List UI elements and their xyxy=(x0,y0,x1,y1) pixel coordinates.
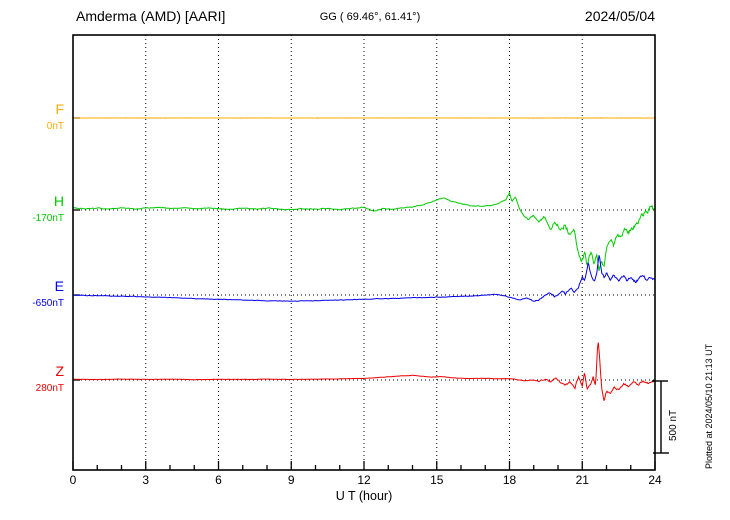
x-tick-label: 3 xyxy=(142,473,150,487)
component-baseline-H: -170nT xyxy=(32,213,64,224)
component-label-Z: Z xyxy=(55,363,64,379)
x-tick-label: 12 xyxy=(357,473,371,487)
trace-E xyxy=(72,255,656,302)
x-tick-label: 6 xyxy=(215,473,222,487)
component-label-H: H xyxy=(53,193,64,209)
station-title: Amderma (AMD) [AARI] xyxy=(76,8,226,24)
component-baseline-E: -650nT xyxy=(32,298,64,309)
component-label-E: E xyxy=(54,278,64,294)
x-tick-label: 24 xyxy=(648,473,662,487)
axis-frame xyxy=(72,34,656,471)
x-axis-label: U T (hour) xyxy=(335,489,393,503)
geographic-coordinates: GG ( 69.46°, 61.41°) xyxy=(319,11,421,23)
plot-date: 2024/05/04 xyxy=(584,8,655,24)
x-tick-label: 18 xyxy=(502,473,517,487)
x-tick-label: 15 xyxy=(430,473,444,487)
trace-H xyxy=(72,191,656,271)
component-baseline-Z: 280nT xyxy=(35,383,64,394)
scale-bar-label: 500 nT xyxy=(668,409,679,441)
component-baseline-F: 0nT xyxy=(46,121,64,132)
trace-Z xyxy=(72,342,656,401)
component-label-F: F xyxy=(55,101,64,117)
x-tick-label: 0 xyxy=(69,473,77,487)
x-tick-label: 21 xyxy=(575,473,589,487)
x-tick-label: 9 xyxy=(287,473,295,487)
plotted-at-note: Plotted at 2024/05/10 21:13 UT xyxy=(704,343,714,469)
